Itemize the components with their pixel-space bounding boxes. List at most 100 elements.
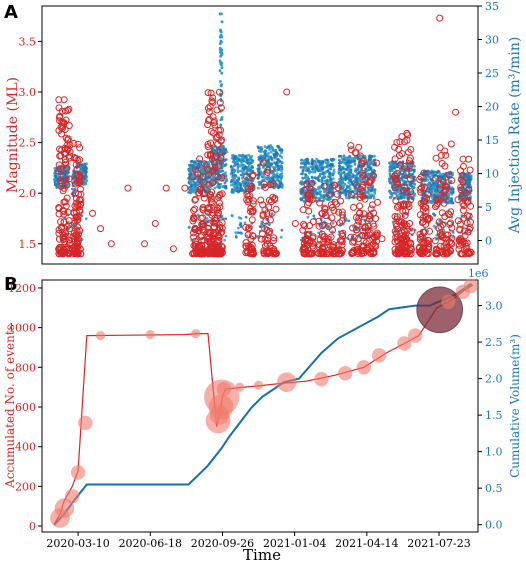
magnitude-point	[325, 191, 333, 199]
magnitude-point	[369, 235, 377, 243]
injection-rate-point	[278, 148, 282, 152]
injection-rate-point	[349, 170, 353, 174]
magnitude-point	[243, 196, 251, 204]
injection-rate-point	[249, 169, 253, 172]
magnitude-point	[418, 238, 426, 246]
magnitude-point	[462, 242, 470, 250]
injection-rate-point	[194, 181, 198, 185]
magnitude-point	[367, 205, 375, 213]
injection-rate-point	[190, 190, 194, 194]
magnitude-point	[196, 189, 204, 197]
injection-rate-point	[402, 195, 406, 199]
injection-rate-point	[263, 145, 267, 148]
magnitude-point	[358, 160, 366, 168]
injection-rate-point	[232, 159, 236, 163]
magnitude-point	[396, 161, 404, 169]
injection-rate-point	[244, 166, 248, 170]
magnitude-point	[365, 212, 373, 220]
injection-rate-point	[468, 188, 472, 192]
injection-rate-point	[354, 170, 357, 173]
injection-rate-point	[246, 158, 249, 162]
magnitude-point	[318, 248, 326, 256]
magnitude-point	[57, 248, 65, 256]
injection-rate-point	[412, 168, 415, 172]
injection-rate-point	[276, 165, 280, 169]
injection-rate-point	[393, 186, 397, 190]
magnitude-point	[70, 232, 78, 240]
injection-rate-point	[388, 181, 392, 185]
injection-rate-point	[322, 174, 326, 178]
magnitude-point	[65, 105, 73, 113]
magnitude-point	[56, 152, 64, 160]
magnitude-point	[368, 201, 376, 209]
injection-rate-point	[219, 157, 223, 160]
injection-rate-point	[427, 183, 431, 186]
injection-rate-point	[403, 172, 407, 176]
event-bubble	[397, 336, 412, 351]
injection-rate-point	[434, 189, 437, 192]
injection-rate-point	[327, 198, 331, 202]
magnitude-point	[327, 233, 335, 241]
injection-rate-point	[409, 169, 413, 173]
injection-rate-point	[237, 178, 241, 181]
injection-rate-point	[344, 193, 348, 196]
magnitude-point	[321, 204, 329, 212]
magnitude-point	[62, 160, 70, 168]
injection-rate-point	[214, 154, 218, 158]
event-bubble	[276, 372, 297, 393]
injection-rate-point	[300, 198, 303, 202]
injection-rate-point	[188, 165, 192, 169]
magnitude-point	[169, 245, 177, 253]
magnitude-point	[445, 248, 452, 256]
injection-rate-point	[233, 174, 237, 177]
injection-rate-point	[248, 179, 252, 182]
magnitude-point	[371, 241, 379, 249]
injection-rate-point	[300, 158, 304, 162]
magnitude-point	[242, 223, 250, 231]
magnitude-point	[97, 225, 104, 233]
magnitude-point	[75, 206, 83, 214]
magnitude-point	[212, 153, 220, 161]
magnitude-point	[74, 223, 81, 231]
magnitude-point	[402, 207, 410, 215]
injection-rate-point	[276, 178, 280, 181]
panel-b-right-axis: 0.0 0.5 1.0 1.5 2.0 2.5 3.0	[478, 300, 503, 532]
tick-label: 30	[485, 34, 499, 47]
event-bubble	[338, 366, 353, 381]
magnitude-point	[464, 228, 472, 236]
magnitude-point	[338, 246, 346, 254]
magnitude-point	[72, 161, 80, 169]
panel-b-events-line	[53, 284, 474, 525]
injection-rate-point	[310, 162, 314, 165]
magnitude-point	[205, 117, 212, 124]
magnitude-point	[329, 226, 336, 234]
injection-rate-point	[316, 187, 320, 191]
injection-rate-point	[263, 176, 267, 179]
magnitude-point	[438, 160, 446, 167]
injection-rate-point	[370, 155, 374, 159]
injection-rate-point	[429, 178, 433, 181]
magnitude-point	[423, 194, 431, 202]
injection-rate-point	[301, 176, 305, 180]
magnitude-point	[358, 247, 366, 255]
magnitude-point	[270, 246, 278, 253]
magnitude-point	[454, 196, 462, 204]
magnitude-point	[356, 209, 364, 217]
injection-rate-point	[321, 163, 324, 167]
tick-label: 2.5	[485, 336, 503, 349]
injection-rate-point	[313, 176, 317, 180]
magnitude-point	[74, 237, 82, 245]
magnitude-point	[74, 249, 82, 257]
injection-rate-point	[219, 28, 223, 32]
magnitude-point	[267, 198, 275, 206]
magnitude-point	[426, 214, 433, 222]
event-bubble	[235, 382, 245, 392]
magnitude-point	[265, 249, 273, 257]
injection-rate-point	[342, 171, 346, 175]
magnitude-point	[214, 209, 222, 217]
magnitude-point	[301, 250, 309, 258]
injection-rate-point	[192, 184, 196, 188]
injection-rate-point	[219, 118, 223, 121]
injection-rate-point	[79, 163, 83, 167]
